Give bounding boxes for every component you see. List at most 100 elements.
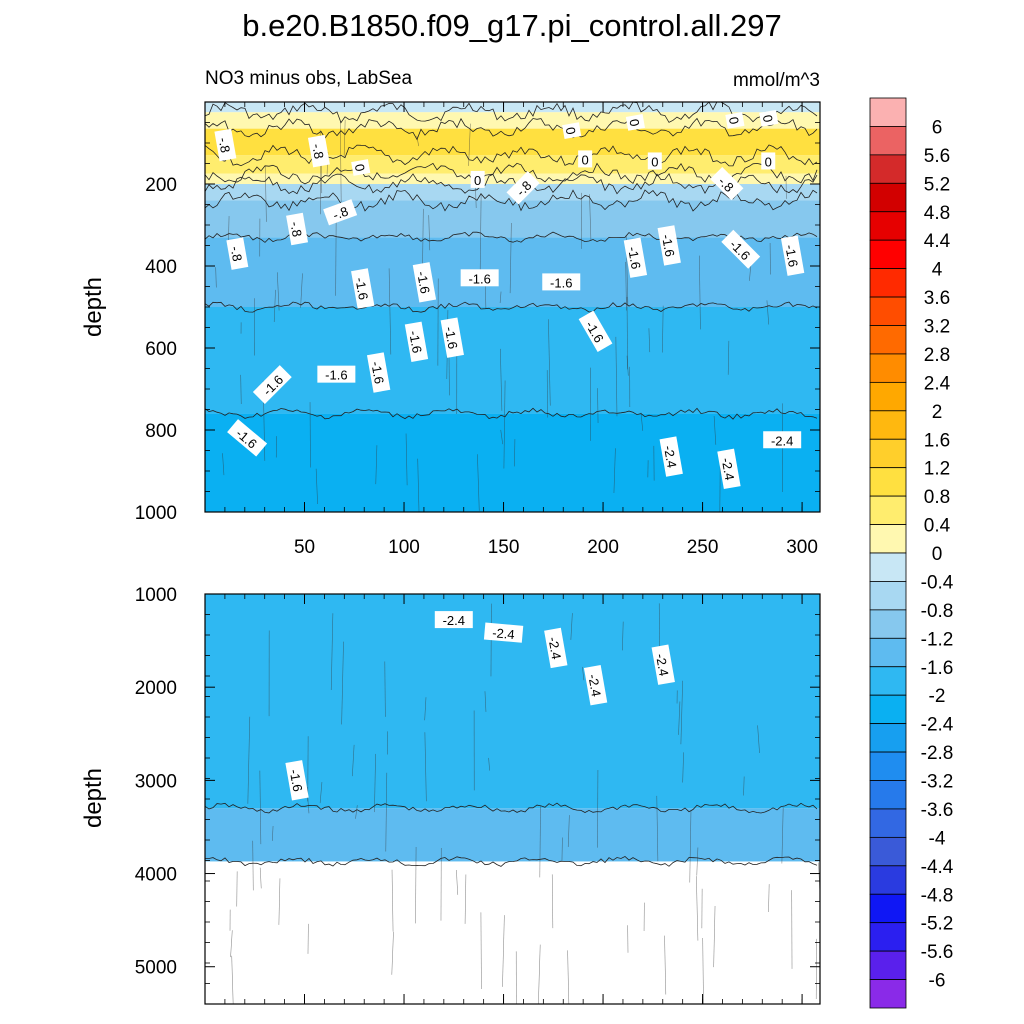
- colorbar-swatch-27: [869, 865, 907, 895]
- upper-contour-line-0: [205, 102, 818, 124]
- lower-streak: [582, 666, 585, 681]
- lower-streak: [259, 770, 262, 845]
- colorbar-swatch-1: [869, 126, 907, 156]
- contour-label-box: [226, 237, 249, 270]
- lower-panel: -2.4 -2.4 -2.4 -2.4 -2.4 -1.6 1000 2000 3000 4000…: [135, 585, 821, 1005]
- lower-streak: [502, 915, 505, 987]
- colorbar-swatch-13: [869, 467, 907, 497]
- upper-contour-line-8: [205, 407, 818, 420]
- upper-streak: [500, 348, 503, 411]
- contour-label-box: [761, 152, 776, 170]
- upper-contour-label-8: 0: [647, 152, 662, 170]
- contour-label-box: [763, 431, 802, 449]
- upper-streak: [240, 374, 242, 404]
- colorbar-swatch-5: [869, 239, 907, 270]
- upper-x-tick-label-4: 250: [687, 537, 719, 558]
- colorbar-label-17: -0.8: [921, 601, 954, 622]
- colorbar-swatch-7: [869, 296, 907, 326]
- lower-streak: [539, 806, 541, 878]
- colorbar-label-29: -5.6: [921, 942, 954, 963]
- contour-label-text: -1.6: [625, 246, 644, 271]
- lower-contour-line-1: [205, 856, 818, 867]
- contour-label-text: -1.6: [406, 330, 425, 355]
- colorbar-swatch-0: [869, 97, 907, 127]
- contour-label-box: [651, 644, 675, 685]
- lower-streak: [341, 641, 344, 725]
- upper-band-2: [205, 128, 820, 156]
- lower-contour-label-1: -2.4: [483, 622, 524, 643]
- upper-band-8: [205, 307, 820, 414]
- upper-streak: [405, 433, 408, 486]
- contour-label-box: [285, 760, 309, 801]
- contour-label-text: -1.6: [442, 326, 461, 351]
- colorbar-label-1: 5.6: [924, 146, 950, 167]
- upper-contour-label-20: -1.6: [351, 268, 375, 309]
- upper-streak: [428, 215, 431, 251]
- contour-label-box: [317, 365, 356, 383]
- chart-title: b.e20.B1850.f09_g17.pi_control.all.297: [242, 8, 782, 43]
- colorbar-label-16: -0.4: [921, 572, 954, 593]
- upper-streak: [589, 194, 592, 241]
- lower-streak: [252, 840, 254, 891]
- lower-y-tick-label-1: 2000: [135, 678, 177, 699]
- upper-streak: [264, 166, 267, 222]
- upper-contour-line-7: [205, 301, 818, 313]
- upper-streak: [479, 194, 482, 276]
- contour-label-text: -1.6: [352, 276, 371, 301]
- contour-label-box: [483, 622, 524, 643]
- colorbar-label-8: 2.8: [924, 345, 950, 366]
- upper-streak: [503, 380, 506, 469]
- colorbar-swatch-14: [869, 495, 907, 525]
- contour-label-text: 0: [626, 118, 642, 128]
- colorbar-label-20: -2: [929, 686, 946, 707]
- upper-streak: [222, 453, 225, 476]
- upper-contour-label-0: -.8: [214, 128, 237, 162]
- contour-label-box: [710, 167, 744, 201]
- lower-contour-label-4: -2.4: [651, 644, 675, 685]
- upper-contour-label-14: -.8: [286, 212, 309, 246]
- lower-streak: [319, 782, 323, 804]
- upper-contour-label-25: -1.6: [404, 321, 429, 362]
- colorbar-label-6: 3.6: [924, 288, 950, 309]
- upper-streak: [640, 412, 644, 431]
- upper-y-tick-label-3: 800: [145, 421, 177, 442]
- contour-label-text: -2.4: [653, 653, 672, 678]
- contour-label-box: [323, 199, 358, 226]
- lower-streak: [567, 815, 570, 847]
- upper-streak: [648, 328, 651, 353]
- lower-streak: [352, 744, 355, 777]
- colorbar-swatch-3: [869, 182, 907, 213]
- contour-label-box: [252, 365, 292, 404]
- colorbar-swatch-22: [869, 723, 907, 753]
- upper-contour-label-22: -1.6: [460, 269, 499, 287]
- contour-label-text: 0: [760, 114, 776, 124]
- upper-band-9: [205, 413, 820, 512]
- upper-contour-label-2: 0: [351, 159, 371, 176]
- lower-streak: [259, 867, 262, 889]
- contour-label-box: [623, 237, 648, 278]
- contour-label-box: [470, 170, 485, 188]
- contour-label-text: -2.4: [771, 433, 793, 448]
- upper-contour-label-7: 0: [578, 150, 593, 168]
- contour-label-box: [351, 159, 371, 176]
- contour-label-box: [227, 419, 268, 457]
- upper-contour-label-32: -2.4: [717, 448, 741, 490]
- lower-streak: [656, 795, 659, 862]
- upper-streak: [615, 336, 618, 417]
- lower-streak: [484, 691, 487, 712]
- colorbar-swatch-2: [869, 154, 907, 184]
- contour-label-text: -.8: [309, 143, 326, 161]
- lower-contour-line-0: [205, 802, 818, 814]
- colorbar-swatch-29: [869, 922, 907, 952]
- lower-streak: [488, 757, 490, 771]
- contour-label-box: [542, 273, 581, 291]
- colorbar-label-25: -4: [929, 828, 946, 849]
- contour-label-text: -.8: [287, 220, 304, 238]
- lower-streak: [678, 701, 681, 735]
- upper-contour-label-27: -1.6: [366, 352, 391, 393]
- upper-streak: [339, 119, 342, 203]
- colorbar-label-26: -4.4: [921, 857, 954, 878]
- upper-streak: [468, 123, 471, 166]
- upper-contour-label-31: -2.4: [659, 436, 683, 477]
- lower-streak: [743, 776, 745, 796]
